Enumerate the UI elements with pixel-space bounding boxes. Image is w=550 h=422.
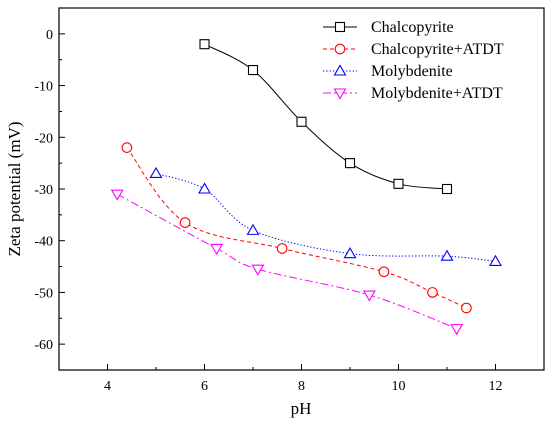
x-tick-label: 12 — [489, 379, 503, 394]
data-point — [149, 166, 163, 179]
axis-ticks: 4 6 8 10 12 0 -10 -20 -30 -40 -50 -60 — [34, 7, 545, 394]
data-point — [393, 178, 404, 189]
data-point — [110, 189, 124, 201]
series-1 — [121, 142, 472, 314]
y-tick-label: -20 — [34, 131, 53, 146]
data-point — [247, 65, 259, 76]
legend-marker — [334, 21, 346, 33]
legend-entry: Chalcopyrite — [323, 19, 454, 36]
x-tick-label: 10 — [392, 379, 406, 394]
y-tick-label: -10 — [34, 80, 53, 95]
data-point — [441, 183, 453, 195]
data-point — [251, 264, 265, 276]
y-tick-label: -50 — [34, 286, 53, 301]
data-point — [121, 142, 133, 153]
data-point — [450, 324, 464, 336]
data-point — [489, 254, 502, 266]
data-point — [343, 247, 357, 259]
series-2 — [149, 166, 502, 266]
series-0 — [199, 39, 453, 195]
data-point — [179, 217, 191, 228]
legend-label: Molybdenite+ATDT — [371, 85, 503, 102]
data-point — [246, 223, 260, 235]
series-3 — [110, 189, 464, 336]
y-tick-label: -40 — [34, 235, 53, 250]
legend-marker — [333, 64, 347, 76]
legend-label: Molybdenite — [371, 63, 453, 80]
y-tick-label: -30 — [34, 183, 53, 198]
data-point — [378, 266, 390, 278]
legend-label: Chalcopyrite — [371, 19, 454, 36]
data-point — [440, 249, 454, 261]
data-point — [276, 243, 288, 254]
x-tick-label: 4 — [104, 379, 111, 394]
legend-entry: Molybdenite+ATDT — [323, 85, 503, 102]
y-tick-label: -60 — [34, 338, 53, 353]
legend-marker — [334, 43, 346, 55]
data-point — [296, 116, 307, 127]
series-layer — [110, 39, 502, 336]
legend-marker — [333, 88, 347, 100]
plot-frame — [58, 7, 545, 371]
data-point — [344, 158, 356, 169]
y-axis-title: Zeta potential (mV) — [5, 121, 24, 256]
series-line — [116, 193, 457, 330]
data-point — [427, 287, 438, 298]
legend-entry: Chalcopyrite+ATDT — [323, 41, 504, 58]
legend: Chalcopyrite Chalcopyrite+ATDT Molybdenite… — [323, 19, 504, 102]
data-point — [461, 302, 472, 314]
data-point — [198, 182, 211, 194]
data-point — [210, 243, 224, 256]
x-tick-label: 6 — [201, 379, 208, 394]
x-axis-title: pH — [291, 399, 312, 418]
x-tick-label: 8 — [298, 379, 305, 394]
y-tick-label: 0 — [46, 28, 53, 43]
legend-entry: Molybdenite — [323, 63, 453, 80]
data-point — [199, 39, 210, 50]
legend-label: Chalcopyrite+ATDT — [371, 41, 504, 58]
data-point — [362, 290, 376, 302]
